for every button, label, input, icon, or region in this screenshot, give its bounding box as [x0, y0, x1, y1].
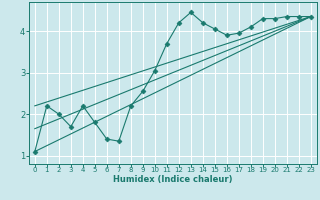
X-axis label: Humidex (Indice chaleur): Humidex (Indice chaleur): [113, 175, 233, 184]
